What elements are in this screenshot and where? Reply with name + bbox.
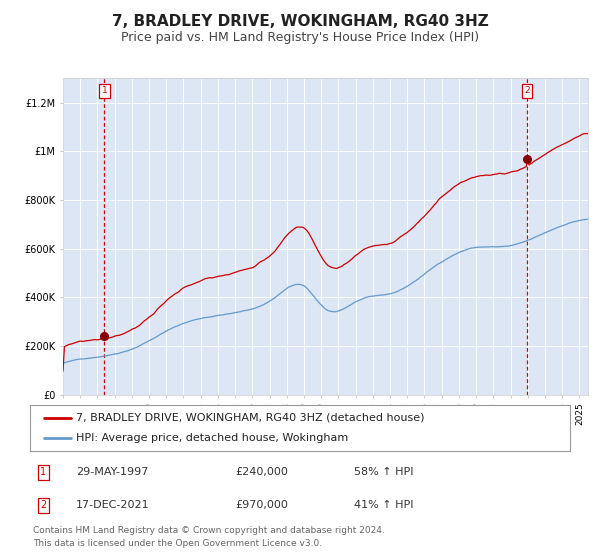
Text: Price paid vs. HM Land Registry's House Price Index (HPI): Price paid vs. HM Land Registry's House …	[121, 31, 479, 44]
Text: £970,000: £970,000	[235, 501, 288, 510]
Text: Contains HM Land Registry data © Crown copyright and database right 2024.: Contains HM Land Registry data © Crown c…	[33, 526, 385, 535]
Text: 58% ↑ HPI: 58% ↑ HPI	[354, 468, 413, 477]
Text: This data is licensed under the Open Government Licence v3.0.: This data is licensed under the Open Gov…	[33, 539, 322, 548]
Text: 29-MAY-1997: 29-MAY-1997	[76, 468, 148, 477]
Text: 2: 2	[40, 501, 47, 510]
Text: 7, BRADLEY DRIVE, WOKINGHAM, RG40 3HZ: 7, BRADLEY DRIVE, WOKINGHAM, RG40 3HZ	[112, 14, 488, 29]
Text: £240,000: £240,000	[235, 468, 288, 477]
Text: HPI: Average price, detached house, Wokingham: HPI: Average price, detached house, Woki…	[76, 433, 348, 443]
Text: 1: 1	[101, 86, 107, 95]
Text: 7, BRADLEY DRIVE, WOKINGHAM, RG40 3HZ (detached house): 7, BRADLEY DRIVE, WOKINGHAM, RG40 3HZ (d…	[76, 413, 424, 423]
Text: 41% ↑ HPI: 41% ↑ HPI	[354, 501, 413, 510]
Text: 2: 2	[524, 86, 530, 95]
Text: 17-DEC-2021: 17-DEC-2021	[76, 501, 149, 510]
Text: 1: 1	[40, 468, 47, 477]
